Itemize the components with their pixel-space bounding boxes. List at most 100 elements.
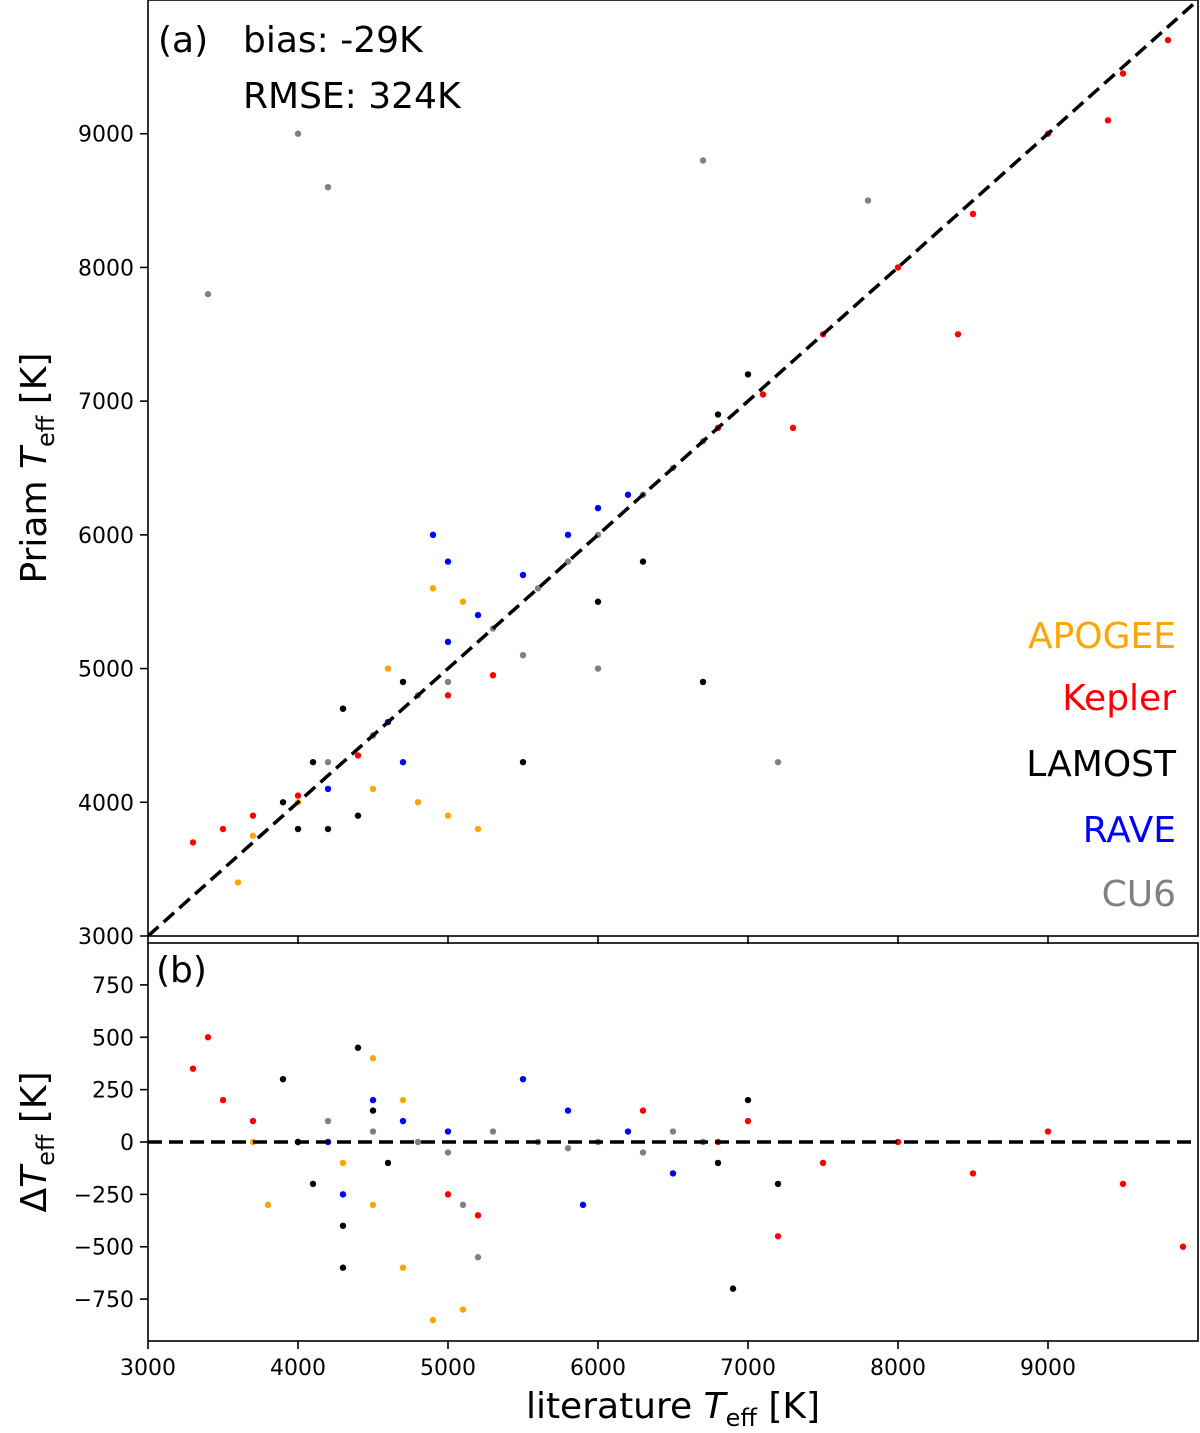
point-rave-b-6 — [624, 1128, 632, 1135]
point-rave-a-8 — [444, 558, 452, 565]
point-kepler-a-14 — [1119, 70, 1127, 77]
point-lamost-b-5 — [369, 1107, 377, 1114]
point-apogee-a-10 — [234, 879, 242, 886]
x-axis-label: literature Teff [K] — [526, 1386, 820, 1432]
point-cu6-b-9 — [669, 1128, 677, 1135]
x-tick-label-6: 9000 — [1020, 1356, 1076, 1381]
point-rave-b-9 — [339, 1191, 347, 1198]
y-tick-label-a-4: 7000 — [78, 390, 134, 415]
point-kepler-a-12 — [969, 210, 977, 218]
panel-a-y-axis-label: Priam Teff [K] — [14, 353, 60, 584]
panel-b: −750 −500 −250 0 250 500 750 3000 4000 5000 6000 7… — [14, 942, 1199, 1432]
y-tick-label-b-2: −250 — [74, 1183, 134, 1208]
point-kepler-b-14 — [1179, 1243, 1187, 1250]
point-kepler-a-4 — [354, 752, 362, 759]
point-kepler-a-15 — [1164, 36, 1172, 44]
point-lamost-a-8 — [744, 371, 752, 378]
y-tick-label-a-6: 9000 — [78, 123, 134, 148]
point-lamost-b-2 — [309, 1180, 317, 1188]
legend-kepler: Kepler — [1062, 678, 1176, 719]
point-kepler-b-1 — [219, 1096, 227, 1104]
x-tick-label-4: 7000 — [720, 1356, 776, 1381]
point-cu6-b-3 — [444, 1149, 452, 1156]
point-rave-b-4 — [519, 1075, 527, 1083]
point-rave-b-1 — [369, 1096, 377, 1104]
point-kepler-a-5 — [444, 692, 452, 699]
point-apogee-b-2 — [369, 1201, 377, 1209]
point-lamost-a-1 — [294, 825, 302, 833]
legend-cu6: CU6 — [1102, 874, 1176, 915]
panel-b-y-ticks: −750 −500 −250 0 250 500 750 — [74, 974, 148, 1313]
point-rave-a-4 — [474, 611, 482, 619]
point-cu6-a-13 — [324, 184, 332, 191]
point-apogee-b-8 — [339, 1159, 347, 1167]
point-rave-a-10 — [594, 504, 602, 512]
y-tick-label-b-5: 500 — [92, 1026, 134, 1051]
panel-b-label: (b) — [156, 950, 207, 991]
x-tick-label-1: 4000 — [270, 1356, 326, 1381]
point-rave-a-5 — [519, 571, 527, 579]
panel-a-label: (a) — [158, 20, 208, 61]
point-lamost-b-10 — [729, 1285, 737, 1292]
point-lamost-b-8 — [744, 1096, 752, 1104]
point-apogee-b-6 — [399, 1096, 407, 1104]
panel-a: 3000 4000 5000 6000 7000 8000 9000 (a) bias: -… — [14, 0, 1199, 950]
point-cu6-a-6 — [564, 558, 572, 565]
y-tick-label-b-3: 0 — [120, 1131, 134, 1156]
panel-a-y-ticks: 3000 4000 5000 6000 7000 8000 9000 — [78, 123, 148, 950]
point-apogee-b-3 — [399, 1264, 407, 1271]
point-kepler-a-16 — [789, 424, 797, 432]
point-apogee-a-4 — [444, 812, 452, 819]
scatter-points-a — [189, 36, 1172, 886]
point-lamost-a-5 — [354, 812, 362, 819]
point-lamost-b-4 — [354, 1044, 362, 1051]
point-apogee-b-1 — [264, 1201, 272, 1209]
point-kepler-a-9 — [759, 391, 767, 398]
scatter-points-b — [189, 1034, 1187, 1324]
y-tick-label-b-4: 250 — [92, 1079, 134, 1104]
point-kepler-b-13 — [1119, 1180, 1127, 1188]
rmse-annotation: RMSE: 324K — [243, 76, 462, 117]
point-rave-a-9 — [429, 531, 437, 539]
point-lamost-b-11 — [339, 1264, 347, 1271]
point-cu6-b-2 — [414, 1138, 422, 1146]
point-lamost-a-0 — [279, 799, 287, 806]
point-kepler-a-0 — [189, 839, 197, 846]
point-apogee-a-0 — [249, 832, 257, 839]
point-cu6-a-0 — [324, 758, 332, 766]
point-rave-b-7 — [669, 1170, 677, 1177]
point-apogee-a-8 — [459, 598, 467, 605]
point-kepler-a-6 — [489, 672, 497, 679]
y-tick-label-a-1: 4000 — [78, 791, 134, 816]
point-cu6-a-3 — [444, 678, 452, 686]
x-tick-label-5: 8000 — [870, 1356, 926, 1381]
legend-lamost: LAMOST — [1026, 744, 1177, 785]
legend: APOGEE Kepler LAMOST RAVE CU6 — [1026, 616, 1177, 915]
point-rave-b-5 — [564, 1107, 572, 1114]
point-cu6-a-14 — [699, 157, 707, 164]
point-cu6-b-0 — [324, 1117, 332, 1125]
point-apogee-b-5 — [459, 1306, 467, 1313]
point-cu6-a-11 — [294, 130, 302, 137]
point-rave-a-0 — [324, 785, 332, 793]
point-cu6-a-17 — [594, 665, 602, 672]
point-rave-b-8 — [579, 1201, 587, 1209]
point-kepler-b-4 — [444, 1191, 452, 1198]
x-tick-label-0: 3000 — [120, 1356, 176, 1381]
point-lamost-a-6 — [399, 678, 407, 686]
point-cu6-b-12 — [474, 1254, 482, 1261]
point-rave-a-3 — [444, 638, 452, 646]
legend-apogee: APOGEE — [1028, 616, 1176, 657]
point-cu6-a-15 — [864, 197, 872, 204]
point-lamost-a-2 — [309, 758, 317, 766]
y-tick-label-b-6: 750 — [92, 974, 134, 999]
point-cu6-a-16 — [519, 652, 527, 659]
point-rave-a-7 — [624, 491, 632, 498]
point-kepler-b-9 — [819, 1159, 827, 1167]
point-cu6-b-4 — [489, 1128, 497, 1135]
panel-b-y-axis-label: ΔTeff [K] — [14, 1071, 60, 1212]
point-cu6-b-6 — [564, 1145, 572, 1152]
point-kepler-a-3 — [294, 792, 302, 799]
y-tick-label-b-0: −750 — [74, 1288, 134, 1313]
panel-a-frame — [147, 0, 1199, 937]
